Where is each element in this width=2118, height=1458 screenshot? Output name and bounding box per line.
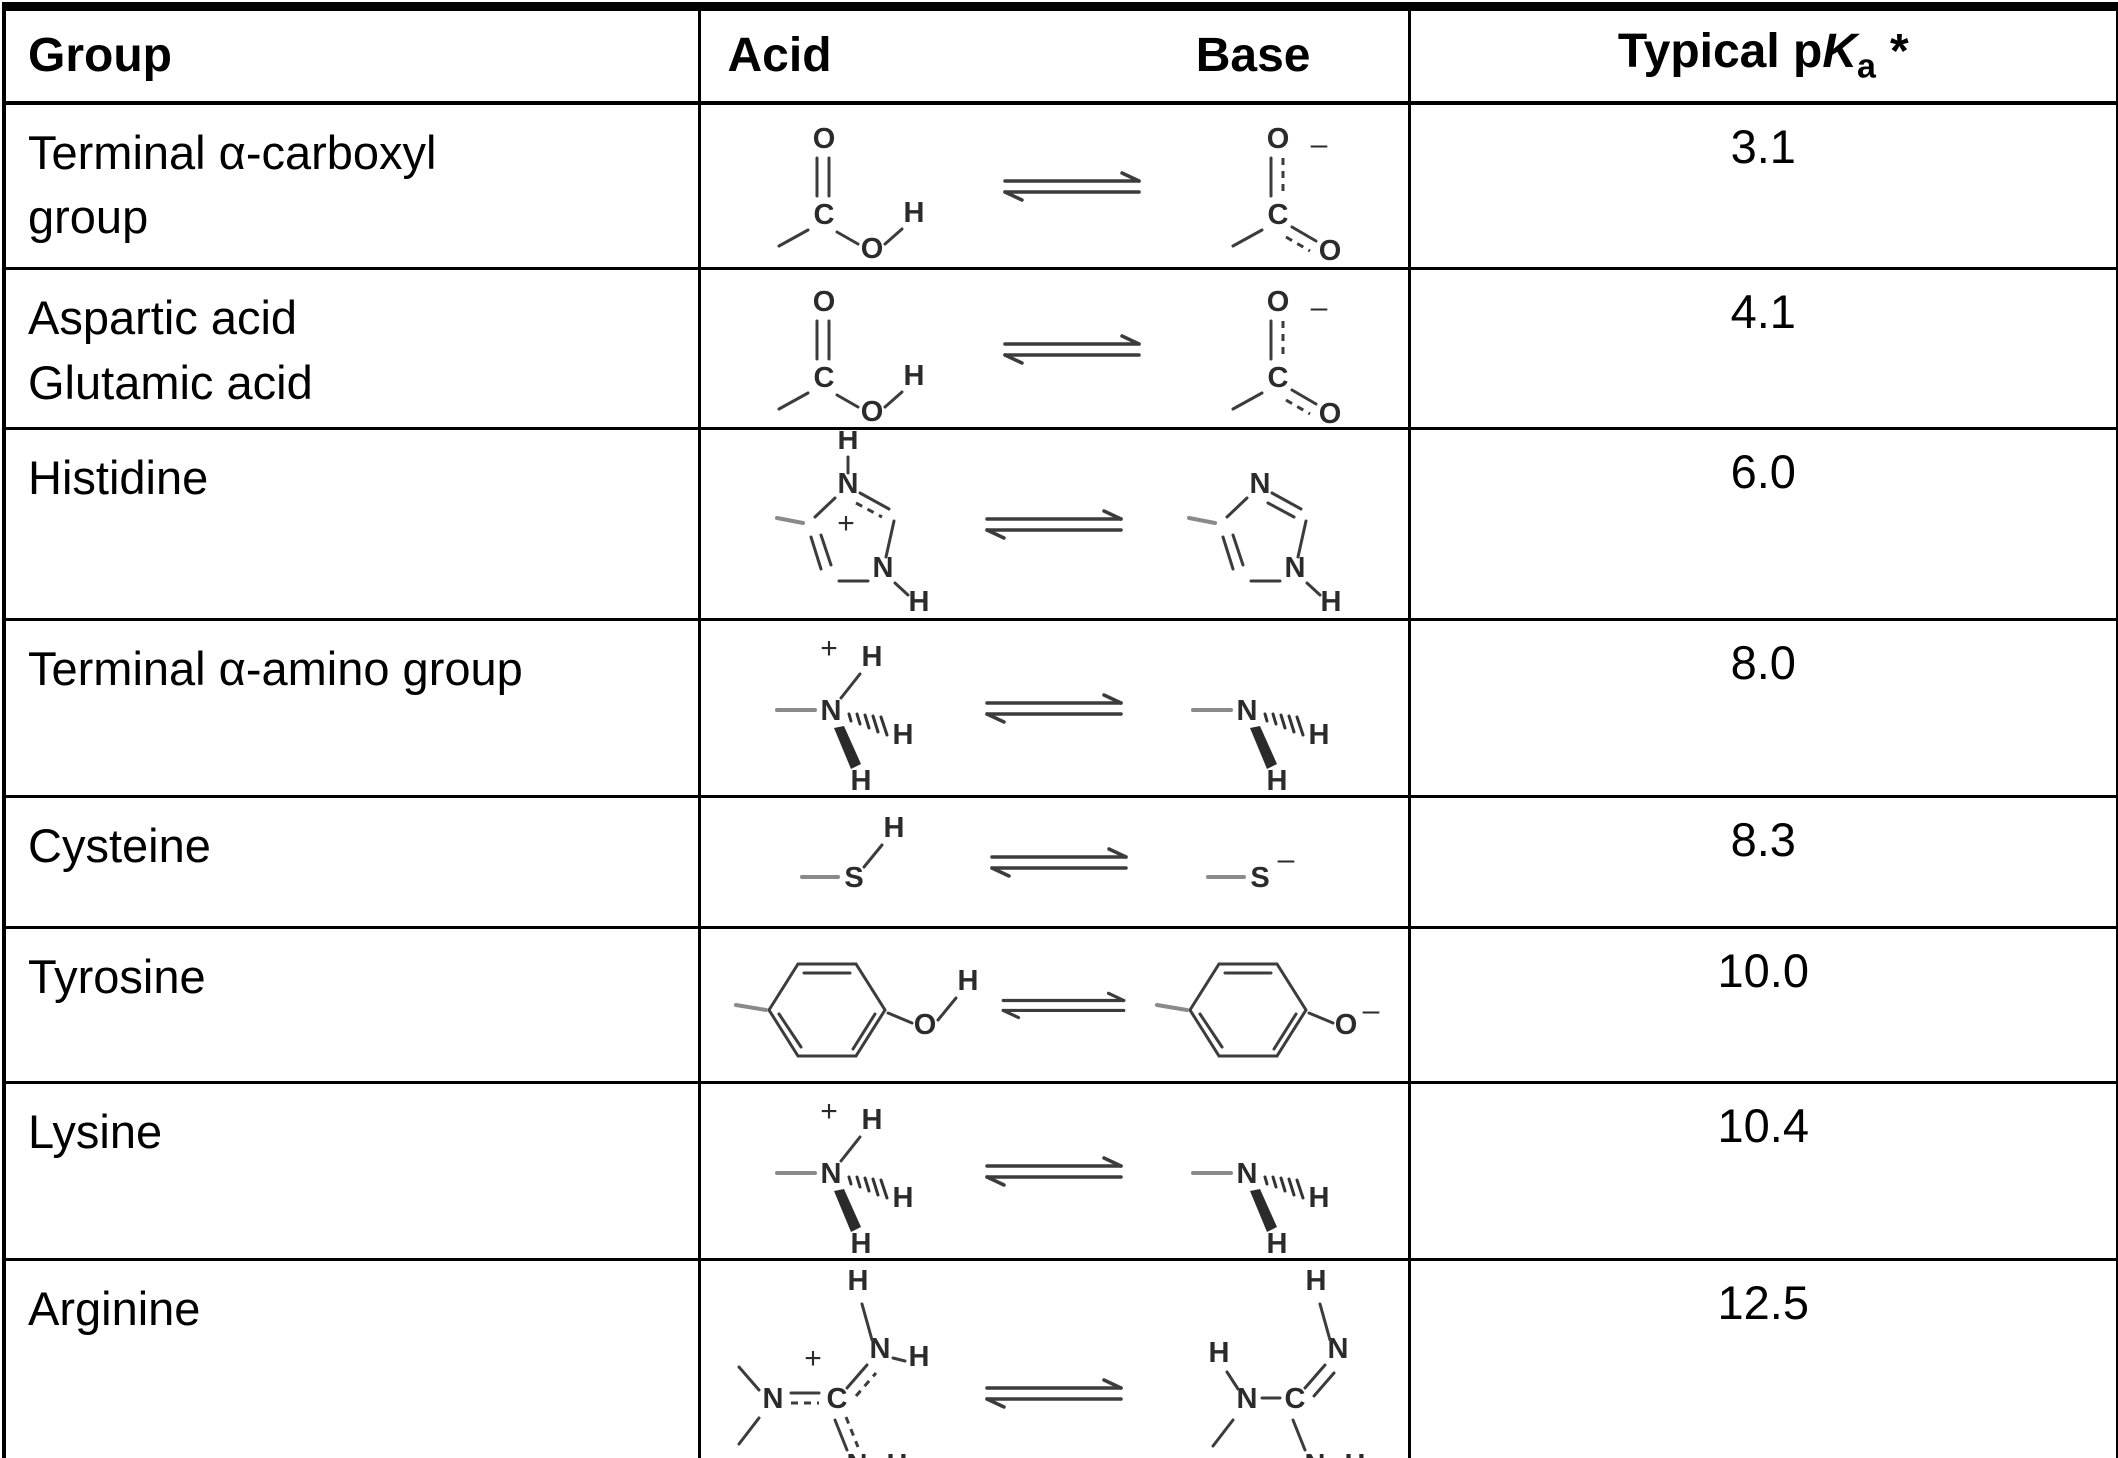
amine-structure — [1191, 1156, 1332, 1257]
equilibrium-arrows-icon — [985, 1156, 1123, 1187]
pka-value: 4.1 — [1407, 267, 2118, 430]
table-row-cysteine: Cysteine 8.3 — [2, 795, 2118, 929]
table-row-asp-glu: Aspartic acid Glutamic acid 4.1 — [2, 267, 2118, 430]
equilibrium-arrows-icon — [985, 693, 1123, 724]
acid-base-structures — [697, 1258, 1411, 1458]
pka-value: 10.4 — [1407, 1081, 2118, 1261]
pka-value: 12.5 — [1407, 1258, 2118, 1458]
guanidinium-structure — [737, 1263, 931, 1458]
header-base: Base — [1195, 29, 1311, 83]
equilibrium-arrows-icon — [1002, 333, 1141, 365]
header-acid: Acid — [727, 29, 832, 83]
carboxylic-acid-structure — [777, 121, 926, 264]
thiolate-structure — [1206, 841, 1297, 896]
thiol-structure — [800, 810, 907, 896]
acid-base-structures — [697, 618, 1411, 798]
acid-base-structures — [697, 1081, 1411, 1261]
acid-base-structures — [697, 926, 1411, 1084]
table-row-tyrosine: Tyrosine 10.0 — [2, 926, 2118, 1084]
acid-base-structures — [697, 795, 1411, 929]
equilibrium-arrows-icon — [1001, 991, 1125, 1020]
pka-header-prefix: Typical p — [1617, 25, 1823, 79]
pka-header-k: K — [1822, 25, 1858, 79]
group-name: Terminal α-amino group — [2, 618, 701, 798]
carboxylate-structure — [1231, 121, 1343, 264]
table-row-lysine: Lysine 10.4 — [2, 1081, 2118, 1261]
ammonium-structure — [775, 1093, 916, 1257]
group-name: Cysteine — [2, 795, 701, 929]
pka-value: 10.0 — [1407, 926, 2118, 1084]
table-row-terminal-amino: Terminal α-amino group 8.0 — [2, 618, 2118, 798]
ammonium-structure — [775, 630, 916, 794]
group-name: Aspartic acid Glutamic acid — [2, 267, 701, 430]
group-name: Terminal α-carboxyl group — [2, 101, 701, 270]
phenolate-structure — [1154, 962, 1382, 1058]
carboxylic-acid-structure — [777, 284, 926, 426]
table-row-arginine: Arginine 12.5 — [2, 1258, 2118, 1458]
header-row: Group Acid Base Typical pKa * — [2, 5, 2118, 105]
header-pka: Typical pKa * — [1407, 5, 2118, 105]
header-group: Group — [2, 5, 701, 105]
equilibrium-arrows-icon — [985, 509, 1123, 540]
pka-header-star: * — [1889, 25, 1909, 79]
group-name: Tyrosine — [2, 926, 701, 1084]
imidazolium-structure — [775, 431, 932, 617]
imidazole-structure — [1187, 466, 1344, 617]
group-name: Lysine — [2, 1081, 701, 1261]
phenol-structure — [733, 962, 980, 1058]
pka-header-sub: a — [1857, 48, 1876, 87]
acid-base-structures — [697, 101, 1411, 270]
table-row-histidine: Histidine 6.0 — [2, 427, 2118, 621]
acid-base-structures — [697, 267, 1411, 430]
pka-value: 8.3 — [1407, 795, 2118, 929]
pka-value: 3.1 — [1407, 101, 2118, 270]
header-acid-base: Acid Base — [697, 5, 1411, 105]
guanidine-structure — [1207, 1263, 1367, 1458]
acid-base-structures — [697, 427, 1411, 621]
group-name: Arginine — [2, 1258, 701, 1458]
equilibrium-arrows-icon — [1002, 171, 1141, 202]
group-name: Histidine — [2, 427, 701, 621]
carboxylate-structure — [1231, 284, 1343, 426]
pka-value: 6.0 — [1407, 427, 2118, 621]
pka-value: 8.0 — [1407, 618, 2118, 798]
amine-structure — [1191, 693, 1332, 794]
equilibrium-arrows-icon — [985, 1378, 1123, 1409]
table-row-terminal-carboxyl: Terminal α-carboxyl group 3.1 — [2, 101, 2118, 270]
equilibrium-arrows-icon — [990, 847, 1128, 878]
